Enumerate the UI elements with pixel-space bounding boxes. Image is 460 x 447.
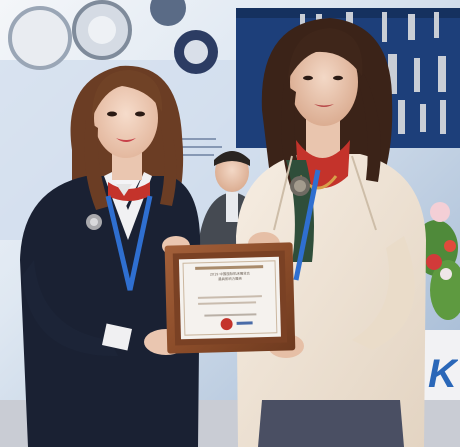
award-seal: [220, 318, 233, 331]
booth-panel-text: [176, 138, 222, 156]
product-disc-3: [150, 0, 186, 26]
booth-sign-letter: K: [428, 352, 457, 396]
woman-left: [20, 65, 201, 447]
product-disc-1: [8, 6, 72, 70]
woman-right: [236, 18, 426, 447]
award-plaque: [164, 242, 296, 354]
woman-right-face: [290, 38, 358, 126]
woman-left-face: [94, 78, 158, 158]
